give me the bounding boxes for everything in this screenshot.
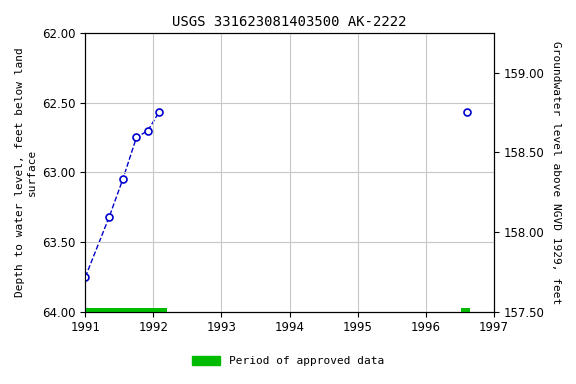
Title: USGS 331623081403500 AK-2222: USGS 331623081403500 AK-2222 — [172, 15, 407, 29]
Y-axis label: Groundwater level above NGVD 1929, feet: Groundwater level above NGVD 1929, feet — [551, 41, 561, 304]
Bar — [85, 308, 167, 315]
Legend: Period of approved data: Period of approved data — [188, 351, 388, 371]
Bar — [461, 308, 470, 315]
Y-axis label: Depth to water level, feet below land
surface: Depth to water level, feet below land su… — [15, 48, 37, 297]
